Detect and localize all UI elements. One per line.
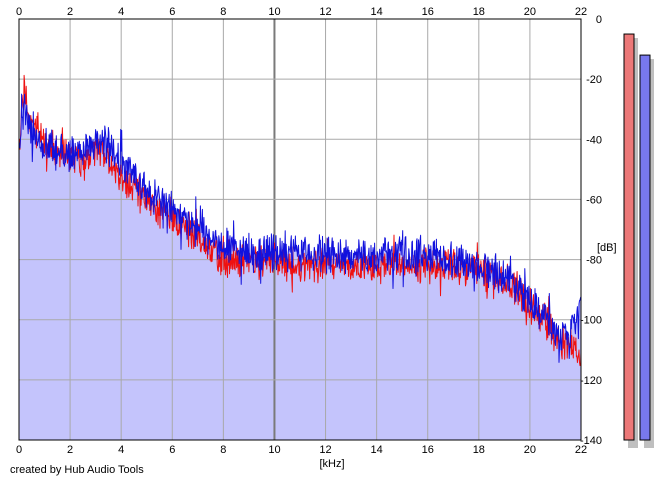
right-level-meter	[639, 54, 651, 441]
y-tick-label: -140	[580, 435, 602, 447]
x-tick-label-top: 12	[319, 6, 331, 18]
x-tick-label-bottom: 4	[118, 444, 124, 456]
x-tick-label-bottom: 8	[220, 444, 226, 456]
x-tick-label-top: 6	[169, 6, 175, 18]
y-tick-labels: 0 -20 -40 -60 -80 -100 -120 -140	[580, 14, 602, 447]
x-tick-label-top: 4	[118, 6, 124, 18]
grid-layer	[18, 18, 582, 441]
x-tick-label-bottom: 10	[268, 444, 280, 456]
x-tick-label-top: 14	[371, 6, 383, 18]
y-tick-label: -80	[586, 255, 602, 267]
series-layer	[18, 74, 582, 367]
x-tick-label-bottom: 20	[524, 444, 536, 456]
x-tick-label-bottom: 0	[16, 444, 22, 456]
y-tick-label: -120	[580, 375, 602, 387]
y-tick-label: -40	[586, 134, 602, 146]
x-tick-label-bottom: 18	[473, 444, 485, 456]
y-tick-label: 0	[596, 14, 602, 26]
left-level-meter	[623, 33, 635, 441]
x-tick-labels-bottom: 0 2 4 6 8 10 12 14 16 18 20 22	[16, 444, 587, 456]
x-tick-label-top: 16	[422, 6, 434, 18]
right-channel-trace	[18, 93, 582, 363]
plot-frame-layer	[18, 18, 582, 441]
x-tick-label-top: 10	[268, 6, 280, 18]
x-tick-label-bottom: 6	[169, 444, 175, 456]
y-tick-label: -100	[580, 315, 602, 327]
y-tick-label: -20	[586, 74, 602, 86]
x-tick-label-top: 2	[67, 6, 73, 18]
x-axis-label: [kHz]	[319, 458, 344, 470]
x-tick-label-top: 22	[575, 6, 587, 18]
x-tick-label-top: 18	[473, 6, 485, 18]
x-tick-label-bottom: 14	[371, 444, 383, 456]
x-tick-label-top: 20	[524, 6, 536, 18]
credit-text: created by Hub Audio Tools	[10, 464, 144, 476]
level-meters	[623, 33, 654, 449]
x-tick-label-bottom: 16	[422, 444, 434, 456]
x-tick-label-bottom: 12	[319, 444, 331, 456]
y-axis-label: [dB]	[597, 242, 617, 254]
x-tick-label-bottom: 2	[67, 444, 73, 456]
x-tick-labels-top: 0 2 4 6 8 10 12 14 16 18 20 22	[16, 6, 587, 18]
left-channel-trace	[18, 74, 582, 367]
x-tick-label-top: 0	[16, 6, 22, 18]
y-tick-label: -60	[586, 194, 602, 206]
plot-frame	[18, 18, 582, 441]
x-tick-label-bottom: 22	[575, 444, 587, 456]
x-tick-label-top: 8	[220, 6, 226, 18]
